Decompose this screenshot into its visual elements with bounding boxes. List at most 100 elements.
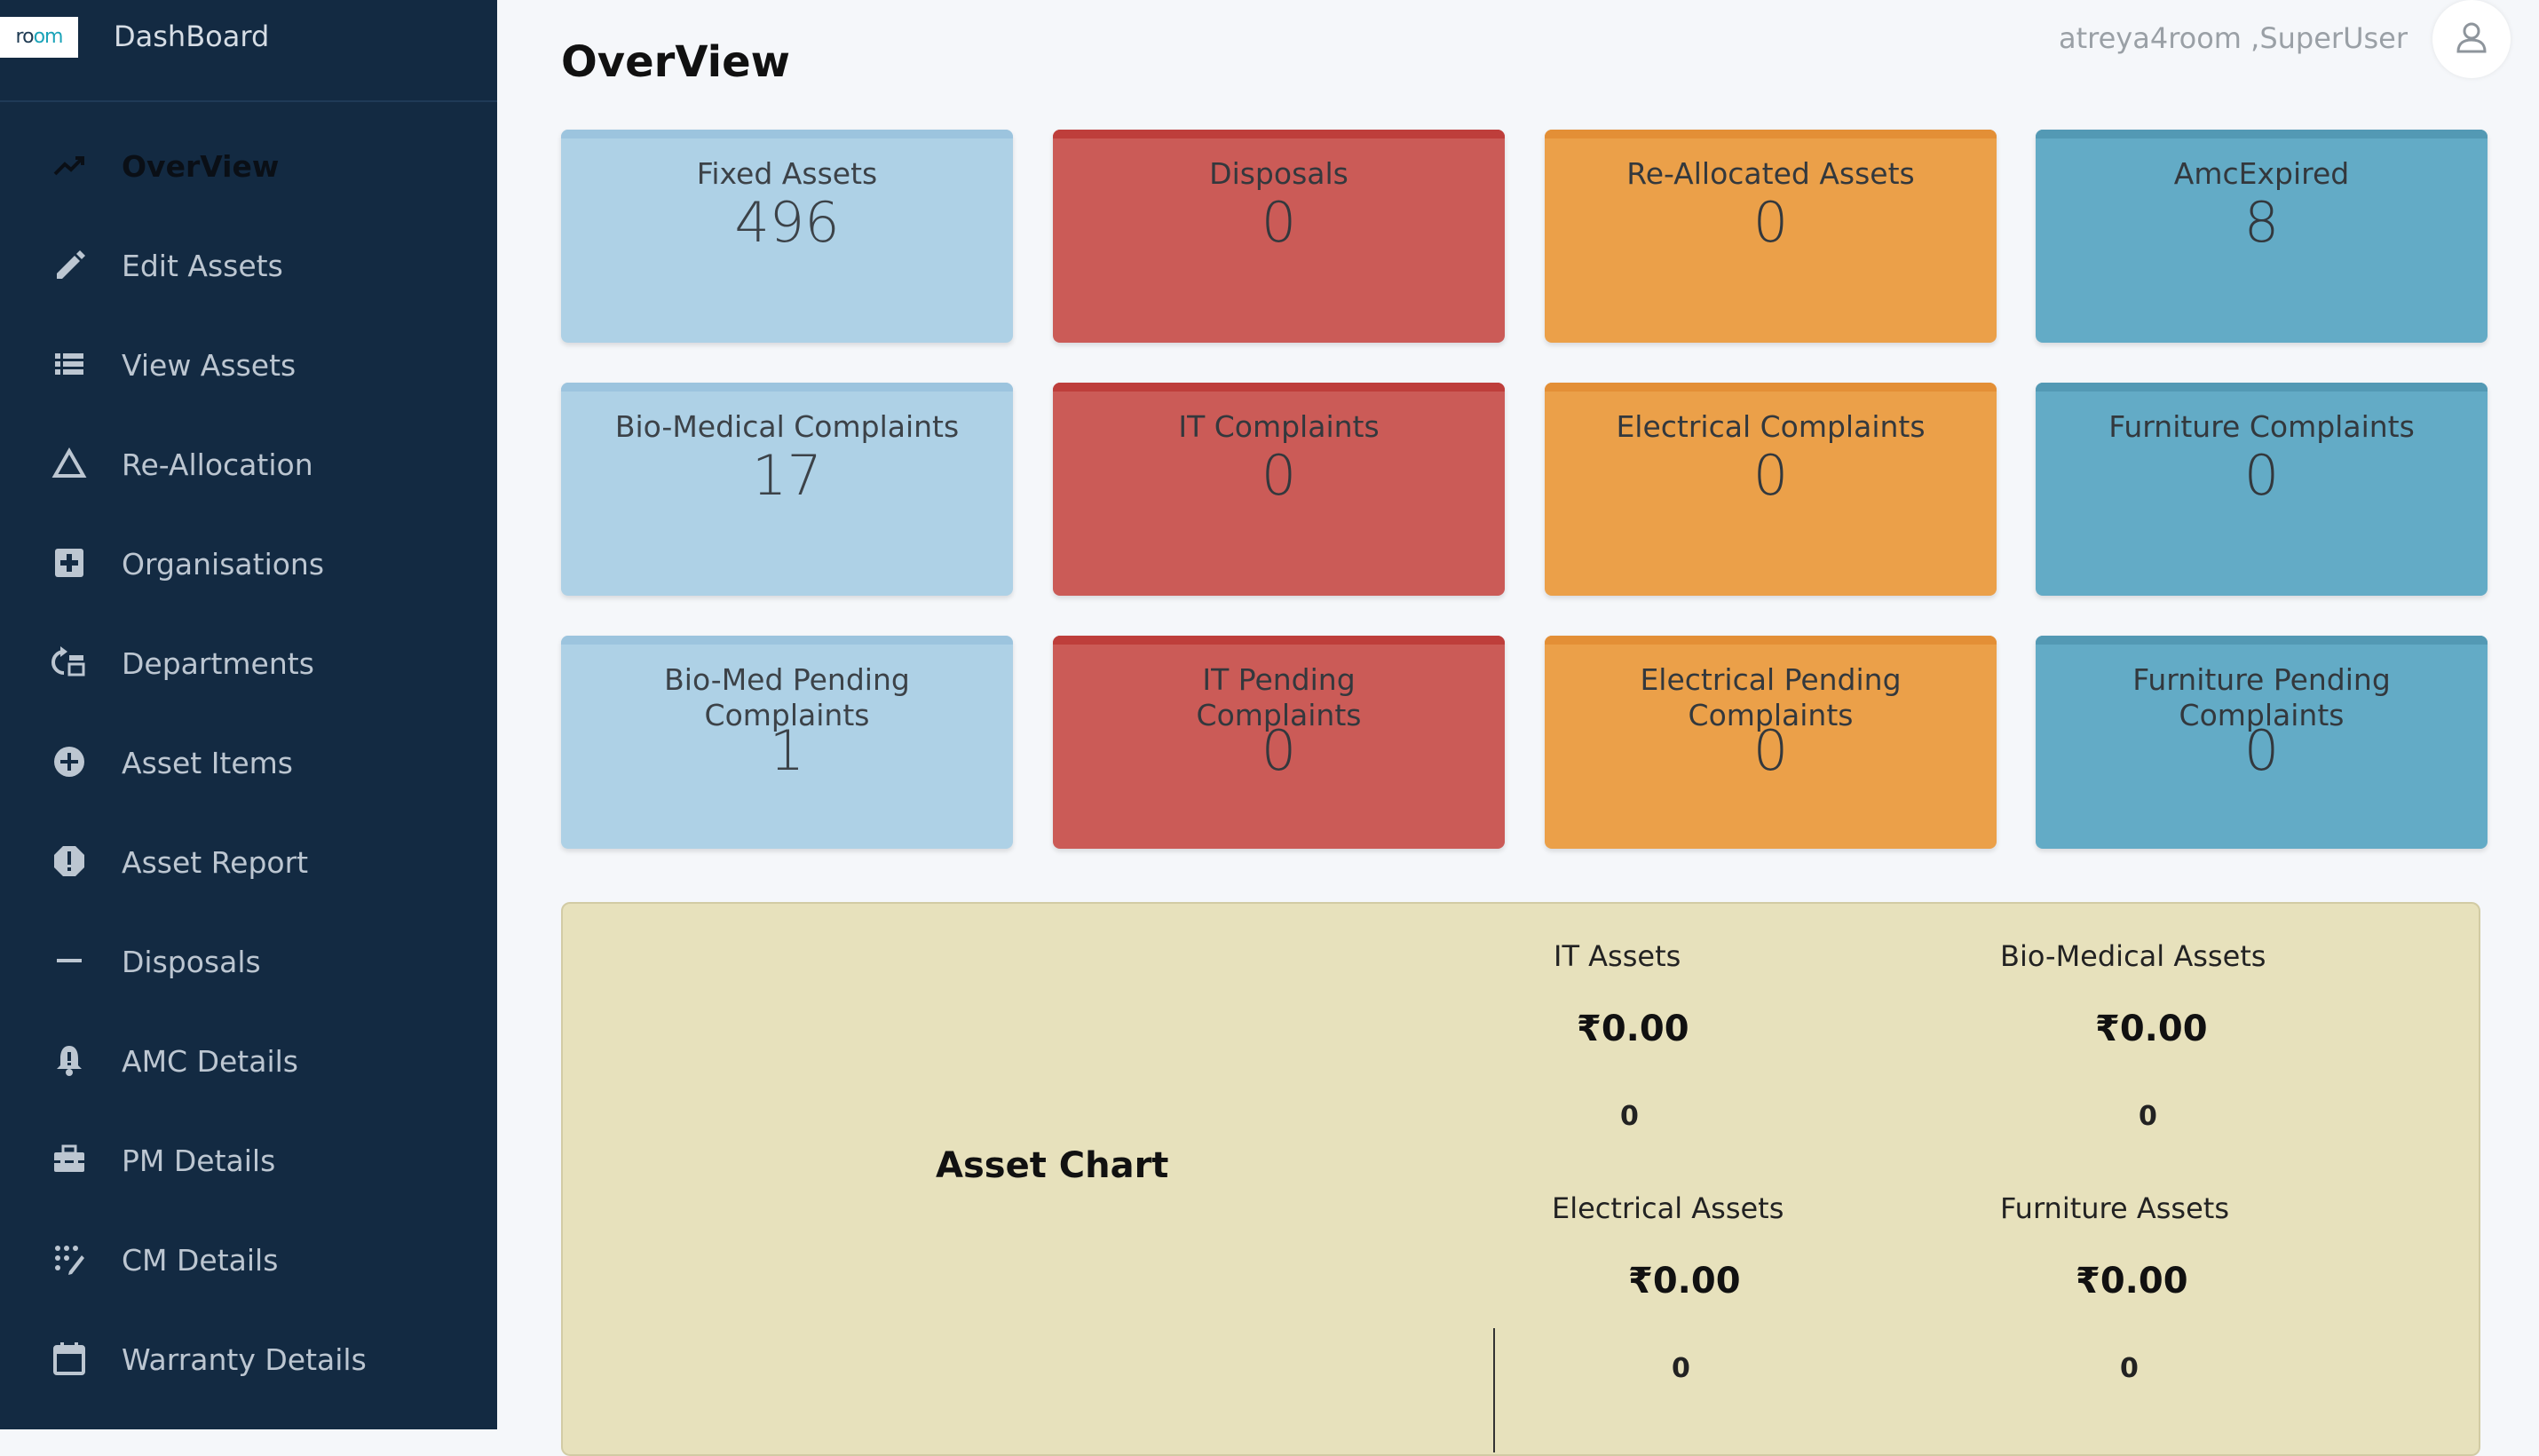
- brand: room DashBoard: [0, 0, 497, 102]
- card-fixed-assets[interactable]: Fixed Assets 496: [561, 130, 1013, 343]
- card-title: Electrical Pending Complaints: [1640, 662, 1902, 732]
- card-accent-bar: [1545, 383, 1997, 392]
- card-disposals[interactable]: Disposals 0: [1053, 130, 1505, 343]
- card-accent-bar: [1053, 130, 1505, 138]
- sidebar-item-label: Disposals: [122, 945, 261, 979]
- sidebar-item-re-allocation[interactable]: Re-Allocation: [0, 431, 497, 495]
- user-name: atreya4room ,SuperUser: [2058, 21, 2408, 55]
- stat-amount-it-assets: ₹0.00: [1577, 1009, 1689, 1049]
- logo-text: ro: [15, 26, 35, 48]
- dashboard-title[interactable]: DashBoard: [114, 20, 270, 53]
- card-amc-expired[interactable]: AmcExpired 8: [2036, 130, 2488, 343]
- sidebar-item-label: Warranty Details: [122, 1342, 367, 1377]
- alert-icon: [51, 843, 87, 879]
- card-re-allocated-assets[interactable]: Re-Allocated Assets 0: [1545, 130, 1997, 343]
- card-title: AmcExpired: [2173, 156, 2350, 191]
- sidebar-item-label: View Assets: [122, 348, 297, 383]
- sidebar: room DashBoard OverView Edit Assets View…: [0, 0, 497, 1429]
- sidebar-item-label: Departments: [122, 646, 314, 681]
- departments-icon: [51, 645, 87, 680]
- sidebar-item-label: Asset Report: [122, 845, 309, 880]
- stat-count-bio-medical-assets: 0: [2139, 1101, 2157, 1132]
- pencil-icon: [51, 247, 87, 282]
- avatar[interactable]: [2432, 0, 2511, 78]
- stat-label-it-assets: IT Assets: [1554, 939, 1681, 973]
- card-accent-bar: [1545, 130, 1997, 138]
- trending-up-icon: [51, 147, 87, 183]
- card-electrical-pending-complaints[interactable]: Electrical Pending Complaints 0: [1545, 636, 1997, 849]
- card-title: Disposals: [1209, 156, 1349, 191]
- asset-chart-panel: Asset Chart IT Assets ₹0.00 0 Bio-Medica…: [561, 902, 2480, 1456]
- sidebar-item-departments[interactable]: Departments: [0, 630, 497, 694]
- card-accent-bar: [1053, 383, 1505, 392]
- card-value: 0: [2243, 718, 2280, 783]
- card-furniture-complaints[interactable]: Furniture Complaints 0: [2036, 383, 2488, 596]
- card-value: 0: [1261, 718, 1297, 783]
- sidebar-item-organisations[interactable]: Organisations: [0, 531, 497, 595]
- logo-text-accent: om: [33, 26, 64, 48]
- sidebar-item-view-assets[interactable]: View Assets: [0, 332, 497, 396]
- card-title: Bio-Med Pending Complaints: [664, 662, 910, 732]
- card-accent-bar: [561, 383, 1013, 392]
- card-value: 0: [1261, 443, 1297, 508]
- stat-count-furniture-assets: 0: [2120, 1353, 2139, 1384]
- page-title: OverView: [561, 37, 790, 87]
- sidebar-item-asset-items[interactable]: Asset Items: [0, 730, 497, 794]
- sidebar-item-warranty-details[interactable]: Warranty Details: [0, 1326, 497, 1390]
- sidebar-item-label: OverView: [122, 149, 280, 184]
- card-accent-bar: [1053, 636, 1505, 645]
- card-title: Electrical Complaints: [1616, 409, 1926, 444]
- card-title: Furniture Pending Complaints: [2132, 662, 2391, 732]
- sidebar-item-pm-details[interactable]: PM Details: [0, 1128, 497, 1191]
- sidebar-item-label: Re-Allocation: [122, 447, 313, 482]
- card-value: 0: [1261, 190, 1297, 255]
- add-circle-icon: [51, 744, 87, 779]
- list-icon: [51, 346, 87, 382]
- card-value: 0: [1752, 190, 1789, 255]
- stat-label-bio-medical-assets: Bio-Medical Assets: [2000, 939, 2266, 973]
- card-bio-medical-complaints[interactable]: Bio-Medical Complaints 17: [561, 383, 1013, 596]
- triangle-icon: [51, 446, 87, 481]
- card-value: 17: [752, 443, 822, 508]
- card-title: IT Complaints: [1178, 409, 1380, 444]
- logo[interactable]: room: [0, 17, 78, 58]
- stat-count-electrical-assets: 0: [1672, 1353, 1690, 1384]
- card-value: 1: [769, 718, 805, 783]
- card-electrical-complaints[interactable]: Electrical Complaints 0: [1545, 383, 1997, 596]
- sidebar-item-label: Asset Items: [122, 746, 294, 780]
- card-furniture-pending-complaints[interactable]: Furniture Pending Complaints 0: [2036, 636, 2488, 849]
- card-accent-bar: [2036, 636, 2488, 645]
- card-it-pending-complaints[interactable]: IT Pending Complaints 0: [1053, 636, 1505, 849]
- sidebar-item-amc-details[interactable]: AMC Details: [0, 1028, 497, 1092]
- card-accent-bar: [561, 130, 1013, 138]
- stat-amount-furniture-assets: ₹0.00: [2076, 1261, 2188, 1302]
- sidebar-item-cm-details[interactable]: CM Details: [0, 1227, 497, 1291]
- card-it-complaints[interactable]: IT Complaints 0: [1053, 383, 1505, 596]
- sidebar-item-asset-report[interactable]: Asset Report: [0, 829, 497, 893]
- stat-amount-bio-medical-assets: ₹0.00: [2095, 1009, 2208, 1049]
- card-title: Bio-Medical Complaints: [614, 409, 960, 444]
- stat-amount-electrical-assets: ₹0.00: [1628, 1261, 1741, 1302]
- minus-icon: [51, 943, 87, 978]
- sidebar-item-disposals[interactable]: Disposals: [0, 929, 497, 993]
- card-title: Furniture Complaints: [2108, 409, 2415, 444]
- user-icon: [2456, 22, 2487, 53]
- medical-plus-icon: [51, 545, 87, 581]
- sidebar-item-label: Organisations: [122, 547, 325, 582]
- panel-divider: [1493, 1328, 1495, 1452]
- card-accent-bar: [2036, 130, 2488, 138]
- sidebar-item-label: PM Details: [122, 1143, 276, 1178]
- card-value: 8: [2243, 190, 2280, 255]
- sidebar-item-edit-assets[interactable]: Edit Assets: [0, 233, 497, 297]
- card-bio-med-pending-complaints[interactable]: Bio-Med Pending Complaints 1: [561, 636, 1013, 849]
- dots-grid-icon: [51, 1241, 87, 1277]
- sidebar-item-label: Edit Assets: [122, 249, 283, 283]
- bell-icon: [51, 1042, 87, 1078]
- card-title: IT Pending Complaints: [1196, 662, 1362, 732]
- sidebar-item-label: CM Details: [122, 1243, 279, 1278]
- stat-label-furniture-assets: Furniture Assets: [2000, 1191, 2229, 1225]
- stat-label-electrical-assets: Electrical Assets: [1552, 1191, 1784, 1225]
- stat-count-it-assets: 0: [1620, 1101, 1639, 1132]
- card-title: Fixed Assets: [696, 156, 878, 191]
- sidebar-item-overview[interactable]: OverView: [0, 133, 497, 197]
